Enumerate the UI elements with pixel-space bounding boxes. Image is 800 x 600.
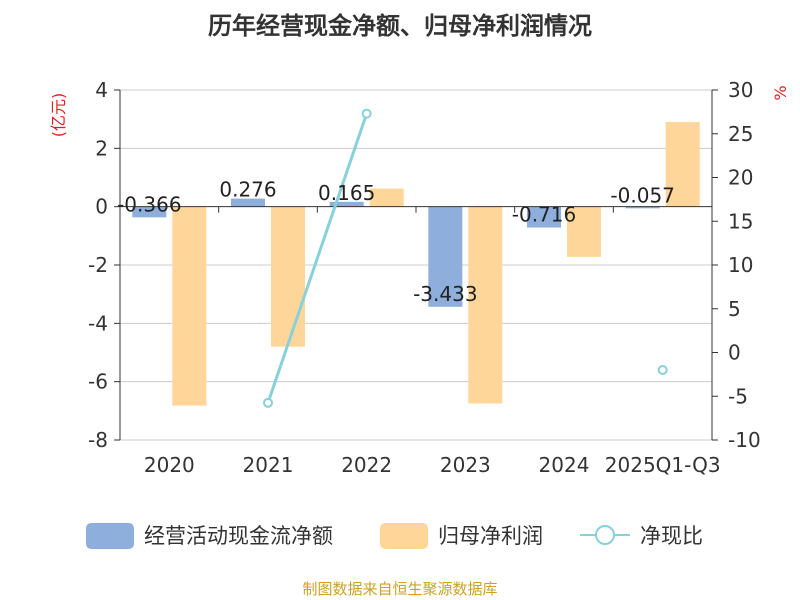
x-axis-tick-label: 2025Q1-Q3 (605, 453, 721, 477)
bars (132, 122, 700, 406)
left-axis-tick-label: -6 (88, 370, 108, 394)
right-axis-tick-label: -10 (728, 428, 761, 452)
profit-bar (567, 206, 601, 257)
profit-bar (172, 206, 207, 406)
right-axis-tick-label: 15 (728, 209, 753, 233)
legend-label-ratio: 净现比 (640, 524, 703, 548)
chart-title: 历年经营现金净额、归母净利润情况 (208, 12, 592, 40)
ratio-point (263, 397, 273, 408)
left-axis-tick-label: 4 (95, 78, 108, 102)
legend-swatch-profit (380, 523, 428, 549)
cashflow-bar (428, 206, 463, 307)
left-axis-tick-label: 0 (95, 195, 108, 219)
x-axis-tick-label: 2021 (243, 453, 294, 477)
profit-bar (665, 122, 700, 207)
cashflow-data-label: -0.716 (512, 203, 576, 227)
cashflow-data-label: -3.433 (413, 282, 477, 306)
cashflow-data-label: -0.057 (610, 183, 674, 207)
cashflow-data-label: -0.366 (117, 192, 181, 216)
right-axis-tick-label: 25 (728, 122, 753, 146)
right-axis-tick-label: -5 (728, 384, 748, 408)
cashflow-data-label: 0.165 (318, 181, 375, 205)
right-axis-tick-label: 10 (728, 253, 753, 277)
x-axis-tick-label: 2024 (539, 453, 590, 477)
profit-bar (271, 206, 305, 347)
cashflow-bar (231, 198, 265, 207)
cashflow-bar (625, 206, 660, 209)
legend: 经营活动现金流净额 归母净利润 净现比 (86, 523, 703, 549)
left-axis-tick-label: -8 (88, 428, 108, 452)
profit-bar (468, 206, 503, 404)
x-axis-tick-label: 2020 (144, 453, 195, 477)
legend-label-cashflow: 经营活动现金流净额 (144, 524, 333, 548)
right-axis-unit: % (771, 85, 790, 100)
cashflow-data-label: 0.276 (219, 178, 276, 202)
data-labels: -0.366 0.276 0.165 -3.433 -0.716 -0.057 (117, 178, 675, 306)
right-axis-tick-label: 0 (728, 341, 741, 365)
left-axis-tick-label: 2 (95, 136, 108, 160)
legend-marker-ratio (595, 525, 615, 545)
left-axis-unit: (亿元) (49, 93, 68, 138)
source-note: 制图数据来自恒生聚源数据库 (302, 580, 497, 598)
left-axis-tick-label: -2 (88, 253, 108, 277)
ratio-line-segment (266, 113, 369, 404)
x-axis-tick-label: 2022 (341, 453, 392, 477)
cashflow-bar (132, 206, 167, 218)
profit-bar (369, 188, 404, 207)
ratio-line (263, 108, 668, 408)
ratio-point (361, 108, 372, 119)
right-axis-tick-label: 30 (728, 78, 753, 102)
cashflow-bar (329, 201, 364, 207)
cashflow-bar (527, 206, 561, 228)
x-axis-tick-label: 2023 (440, 453, 491, 477)
right-axis-tick-label: 5 (728, 297, 741, 321)
left-axis-tick-label: -4 (88, 311, 108, 335)
legend-swatch-cashflow (86, 523, 134, 549)
legend-label-profit: 归母净利润 (438, 524, 543, 548)
ratio-point (657, 365, 668, 375)
grid-lines (120, 89, 712, 441)
right-axis-tick-label: 20 (728, 166, 753, 190)
